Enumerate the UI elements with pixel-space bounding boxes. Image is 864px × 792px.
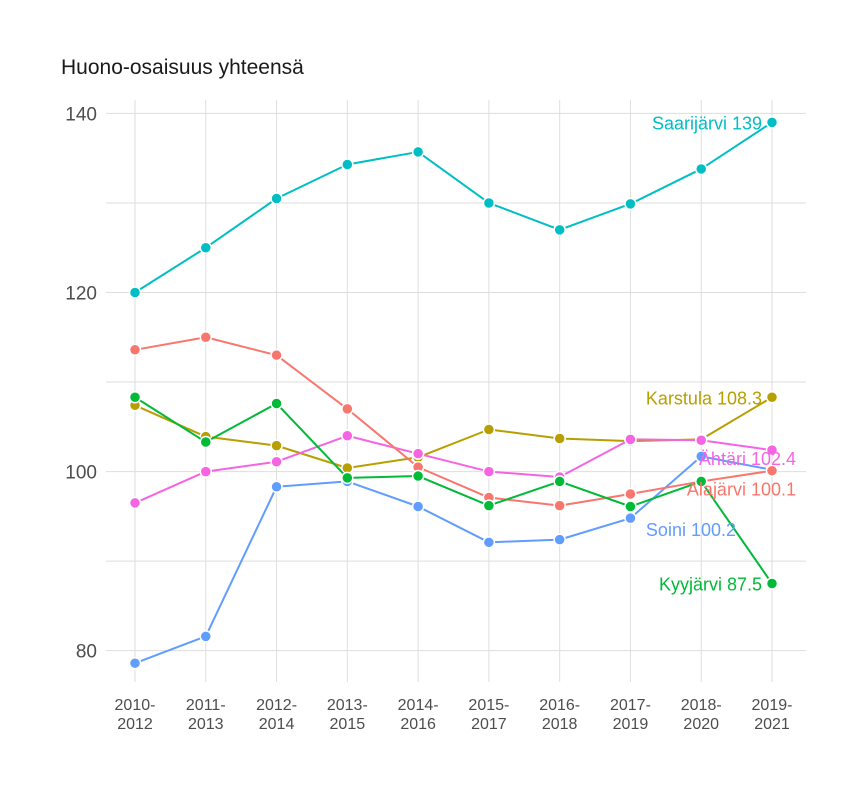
data-point [482, 196, 496, 210]
data-point [128, 656, 142, 670]
series-layer [128, 116, 779, 670]
data-point [270, 480, 283, 494]
data-point [553, 432, 566, 445]
data-point [128, 343, 142, 357]
series-Kyyjärvi [128, 391, 779, 590]
series-Saarijärvi [128, 116, 779, 299]
data-point [482, 423, 496, 436]
data-point [199, 241, 213, 254]
data-point [270, 397, 283, 410]
data-point [128, 391, 142, 404]
data-point [624, 511, 637, 525]
data-point [199, 435, 213, 449]
y-axis: 80 100 120 140 [65, 104, 97, 662]
series-Ähtäri [128, 429, 779, 510]
chart-title: Huono-osaisuus yhteensä [61, 56, 304, 79]
series-line [134, 396, 773, 585]
series-line [134, 434, 773, 504]
data-point [765, 443, 779, 457]
data-point [553, 499, 566, 512]
data-point [553, 533, 566, 546]
data-point [270, 192, 283, 205]
data-point [411, 469, 425, 483]
data-point [341, 402, 354, 416]
series-line [134, 121, 773, 294]
x-tick-label: 2019-2021 [752, 697, 793, 733]
x-tick-label: 2018-2020 [681, 697, 722, 733]
data-point [199, 331, 213, 344]
data-point [482, 499, 496, 512]
data-point [765, 464, 779, 477]
data-point [270, 348, 283, 362]
data-point [411, 500, 425, 513]
end-label: Kyyjärvi 87.5 [659, 575, 762, 595]
x-tick-label: 2017-2019 [610, 697, 651, 733]
data-point [694, 450, 708, 463]
x-axis: 2010-2012 2011-2013 2012-2014 2013-2015 2014… [115, 697, 793, 733]
end-label: Soini 100.2 [646, 520, 736, 540]
end-label: Karstula 108.3 [646, 388, 762, 408]
data-point [482, 536, 496, 549]
series-Alajärvi [128, 331, 779, 512]
end-label: Alajärvi 100.1 [687, 480, 796, 500]
data-point [341, 429, 354, 443]
x-tick-label: 2016-2018 [539, 697, 580, 733]
data-point [482, 465, 496, 478]
data-point [765, 116, 779, 129]
data-point [270, 455, 283, 468]
end-labels: Saarijärvi 139 Karstula 108.3 Ähtäri 102.4… [646, 113, 796, 594]
data-point [341, 158, 354, 171]
data-point [411, 145, 425, 159]
data-point [624, 487, 637, 501]
data-point [553, 475, 566, 488]
grid-layer [106, 100, 806, 682]
series-line [134, 336, 773, 507]
data-point [765, 577, 779, 590]
y-tick-label: 120 [65, 284, 97, 305]
data-point [624, 197, 637, 211]
end-label: Ähtäri 102.4 [699, 449, 796, 469]
data-point [624, 500, 637, 513]
y-tick-label: 80 [76, 642, 97, 663]
data-point [411, 447, 425, 460]
data-point [694, 433, 708, 447]
data-point [128, 496, 142, 510]
x-tick-label: 2015-2017 [468, 697, 509, 733]
data-point [341, 471, 354, 485]
data-point [553, 223, 566, 237]
data-point [624, 433, 637, 446]
x-tick-label: 2013-2015 [327, 697, 368, 733]
data-point [694, 162, 708, 176]
data-point [270, 439, 283, 452]
series-Soini [128, 450, 779, 670]
data-point [128, 286, 142, 299]
data-point [199, 465, 213, 478]
x-tick-label: 2011-2013 [186, 697, 226, 733]
x-tick-label: 2014-2016 [398, 697, 439, 733]
end-label: Saarijärvi 139 [652, 113, 762, 133]
series-line [134, 455, 773, 665]
data-point [199, 630, 213, 643]
y-tick-label: 140 [65, 104, 97, 125]
x-tick-label: 2012-2014 [256, 697, 297, 733]
data-point [694, 475, 708, 488]
data-point [765, 391, 779, 404]
y-tick-label: 100 [65, 463, 97, 484]
x-tick-label: 2010-2012 [115, 697, 156, 733]
